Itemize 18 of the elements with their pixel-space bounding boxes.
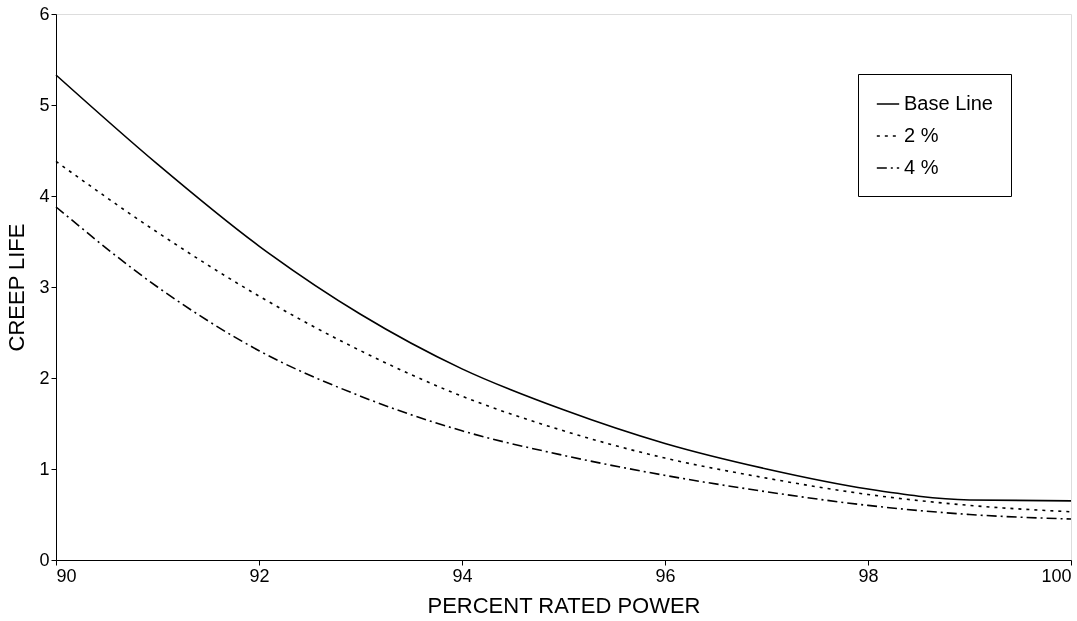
- x-tick-label: 98: [858, 565, 879, 586]
- y-tick-label: 6: [39, 3, 50, 24]
- y-tick-label: 5: [39, 94, 50, 115]
- x-tick-label: 94: [452, 565, 473, 586]
- y-tick-label: 4: [39, 185, 50, 206]
- x-axis-title: PERCENT RATED POWER: [427, 592, 701, 618]
- y-tick-label: 1: [39, 458, 50, 479]
- x-tick-label: 96: [655, 565, 676, 586]
- y-tick-label: 2: [39, 367, 50, 388]
- y-tick-label: 3: [39, 276, 50, 297]
- y-axis-title: CREEP LIFE: [4, 223, 30, 352]
- x-tick-label: 92: [249, 565, 270, 586]
- legend-label: 2 %: [904, 124, 939, 146]
- legend-label: Base Line: [904, 92, 993, 114]
- x-tick-label: 90: [56, 565, 77, 586]
- x-tick-label: 100: [1041, 565, 1072, 586]
- legend-label: 4 %: [904, 156, 939, 178]
- y-tick-label: 0: [39, 549, 50, 570]
